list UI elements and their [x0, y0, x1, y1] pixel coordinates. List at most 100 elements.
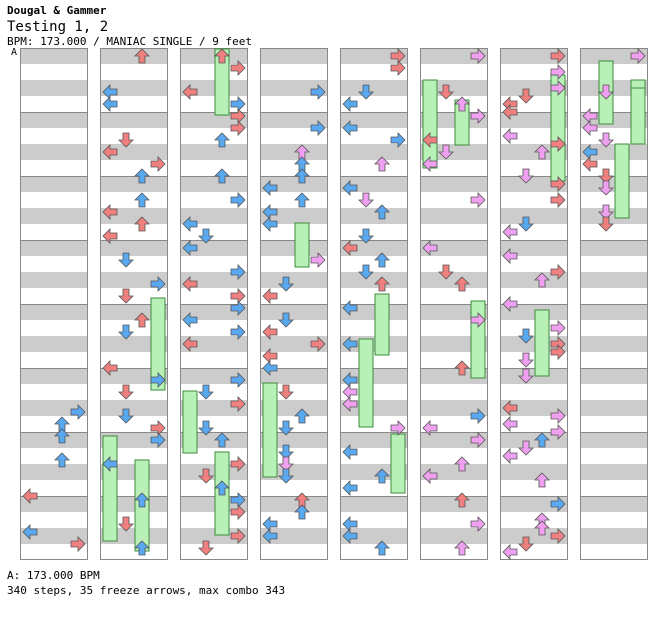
beat-stripe: [580, 400, 648, 416]
beat-stripe: [420, 480, 488, 496]
arrow-up-icon: [294, 192, 310, 208]
beat-stripe: [420, 64, 488, 80]
arrow-right-icon: [150, 276, 166, 292]
beat-stripe: [180, 48, 248, 64]
beat-stripe: [420, 176, 488, 192]
arrow-right-icon: [470, 516, 486, 532]
beat-stripe: [260, 48, 328, 64]
arrow-down-icon: [438, 84, 454, 100]
arrow-up-icon: [214, 480, 230, 496]
beat-stripe: [20, 144, 88, 160]
beat-stripe: [260, 288, 328, 304]
arrow-down-icon: [598, 168, 614, 184]
arrow-left-icon: [262, 288, 278, 304]
arrow-left-icon: [502, 248, 518, 264]
arrow-up-icon: [214, 168, 230, 184]
arrow-down-icon: [438, 144, 454, 160]
arrow-right-icon: [230, 264, 246, 280]
arrow-down-icon: [118, 252, 134, 268]
arrow-left-icon: [502, 448, 518, 464]
arrow-down-icon: [518, 216, 534, 232]
beat-stripe: [500, 464, 568, 480]
beat-stripe: [500, 272, 568, 288]
beat-stripe: [100, 96, 168, 112]
arrow-up-icon: [534, 272, 550, 288]
arrow-down-icon: [598, 216, 614, 232]
arrow-left-icon: [102, 456, 118, 472]
beat-stripe: [180, 128, 248, 144]
arrow-right-icon: [390, 132, 406, 148]
arrow-right-icon: [550, 344, 566, 360]
column-border: [500, 48, 568, 560]
arrow-left-icon: [102, 360, 118, 376]
beat-stripe: [580, 384, 648, 400]
arrow-down-icon: [598, 84, 614, 100]
arrow-up-icon: [454, 456, 470, 472]
bpm-marker: A: [11, 47, 18, 58]
arrow-right-icon: [550, 424, 566, 440]
arrow-right-icon: [310, 252, 326, 268]
beat-stripe: [20, 336, 88, 352]
beat-stripe: [580, 464, 648, 480]
chart-column-svg: [500, 48, 568, 560]
beat-stripe: [420, 528, 488, 544]
freeze-arrow: [358, 338, 374, 428]
beat-stripe: [340, 160, 408, 176]
chart-column: [580, 48, 648, 560]
arrow-left-icon: [422, 240, 438, 256]
arrow-down-icon: [518, 440, 534, 456]
beat-stripe: [500, 416, 568, 432]
beat-stripe: [20, 288, 88, 304]
beat-stripe: [260, 272, 328, 288]
arrow-up-icon: [454, 276, 470, 292]
arrow-left-icon: [342, 336, 358, 352]
beat-stripe: [340, 144, 408, 160]
arrow-right-icon: [470, 432, 486, 448]
beat-stripe: [100, 192, 168, 208]
arrow-up-icon: [294, 504, 310, 520]
freeze-arrow: [550, 85, 566, 182]
arrow-up-icon: [134, 312, 150, 328]
freeze-arrow: [422, 79, 438, 169]
beat-stripe: [180, 512, 248, 528]
beat-stripe: [100, 64, 168, 80]
arrow-right-icon: [470, 108, 486, 124]
beat-stripe: [500, 304, 568, 320]
chart-column-svg: [340, 48, 408, 560]
beat-stripe: [500, 512, 568, 528]
beat-stripe: [180, 192, 248, 208]
beat-stripe: [500, 544, 568, 560]
beat-stripe: [20, 464, 88, 480]
arrow-right-icon: [150, 372, 166, 388]
beat-stripe: [20, 352, 88, 368]
arrow-right-icon: [70, 404, 86, 420]
arrow-left-icon: [262, 180, 278, 196]
beat-stripe: [100, 112, 168, 128]
beat-stripe: [580, 512, 648, 528]
arrow-right-icon: [150, 156, 166, 172]
arrow-up-icon: [134, 540, 150, 556]
beat-stripe: [420, 240, 488, 256]
arrow-down-icon: [118, 132, 134, 148]
beat-stripe: [20, 432, 88, 448]
chart-column-svg: [20, 48, 88, 560]
arrow-left-icon: [502, 400, 518, 416]
beat-stripe: [260, 528, 328, 544]
column-border: [260, 48, 328, 560]
arrow-left-icon: [182, 240, 198, 256]
arrow-down-icon: [518, 352, 534, 368]
beat-stripe: [500, 496, 568, 512]
beat-stripe: [20, 384, 88, 400]
freeze-arrow: [262, 382, 278, 478]
beat-stripe: [580, 240, 648, 256]
arrow-right-icon: [310, 120, 326, 136]
beat-stripe: [420, 256, 488, 272]
beat-stripe: [580, 320, 648, 336]
freeze-arrow: [630, 87, 646, 145]
arrow-down-icon: [198, 420, 214, 436]
arrow-down-icon: [518, 88, 534, 104]
beat-stripe: [500, 320, 568, 336]
beat-stripe: [500, 192, 568, 208]
arrow-down-icon: [358, 192, 374, 208]
arrow-up-icon: [134, 48, 150, 64]
